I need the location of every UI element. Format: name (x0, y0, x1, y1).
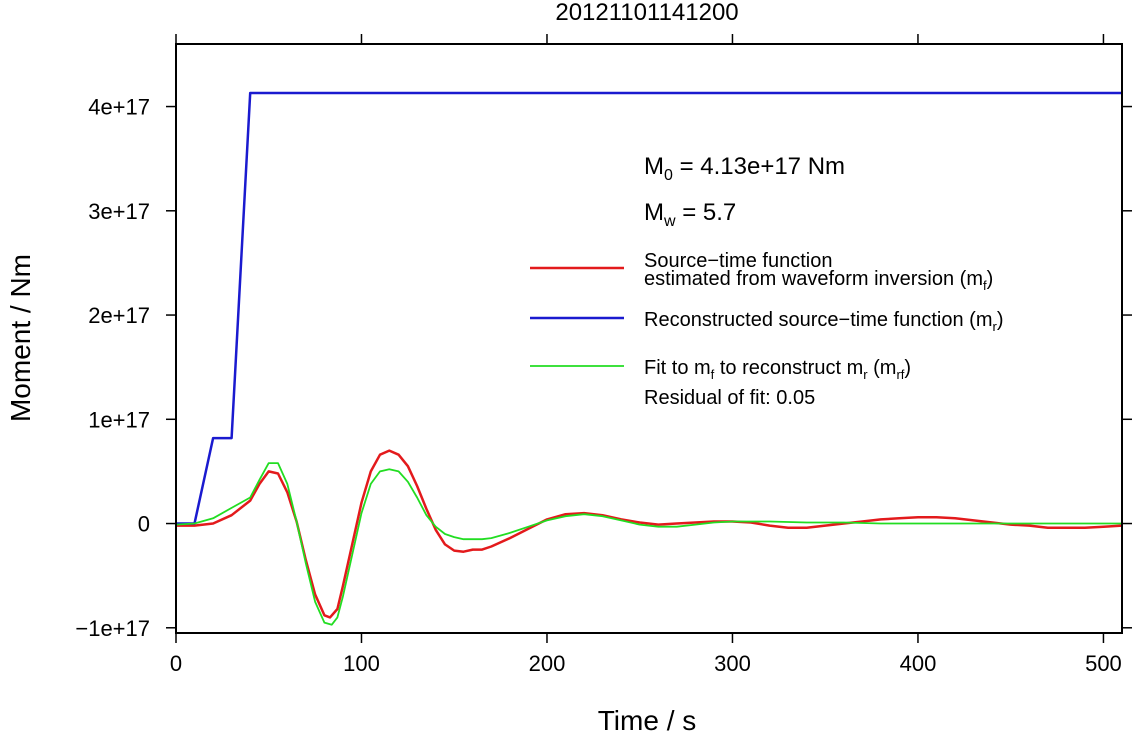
legend-label-mf-line2: estimated from waveform inversion (mf) (644, 268, 993, 293)
legend: Source−time function estimated from wave… (530, 250, 1004, 409)
mw-annotation: Mw = 5.7 (644, 199, 736, 230)
y-tick-label: 0 (138, 512, 150, 537)
x-tick-label: 400 (900, 651, 937, 676)
y-tick-label: 4e+17 (88, 95, 150, 120)
legend-label-mr: Reconstructed source−time function (mr) (644, 309, 1004, 334)
x-tick-label: 200 (529, 651, 566, 676)
x-tick-label: 300 (714, 651, 751, 676)
y-tick-label: 3e+17 (88, 199, 150, 224)
chart-title: 20121101141200 (555, 0, 738, 26)
legend-label-mrf: Fit to mf to reconstruct mr (mrf) (644, 357, 911, 382)
series-line-mf (176, 449, 1122, 619)
y-tick-label: 1e+17 (88, 407, 150, 432)
x-axis-title: Time / s (598, 705, 697, 734)
x-tick-label: 100 (343, 651, 380, 676)
series-group (176, 91, 1122, 626)
x-tick-label: 0 (170, 651, 182, 676)
x-tick-label: 500 (1085, 651, 1122, 676)
y-tick-label: −1e+17 (75, 616, 150, 641)
m0-annotation: M0 = 4.13e+17 Nm (644, 153, 845, 184)
series-line-mrf (176, 462, 1122, 626)
plot-area: 0 100 200 300 400 500 −1e+17 0 1e+17 2e+17 3e+17 4e… (75, 34, 1132, 676)
legend-label-mf-line1: Source−time function (644, 250, 832, 272)
y-tick-label: 2e+17 (88, 303, 150, 328)
plot-frame (175, 43, 1123, 634)
y-axis-title: Moment / Nm (5, 254, 36, 422)
residual-annotation: Residual of fit: 0.05 (644, 387, 815, 409)
